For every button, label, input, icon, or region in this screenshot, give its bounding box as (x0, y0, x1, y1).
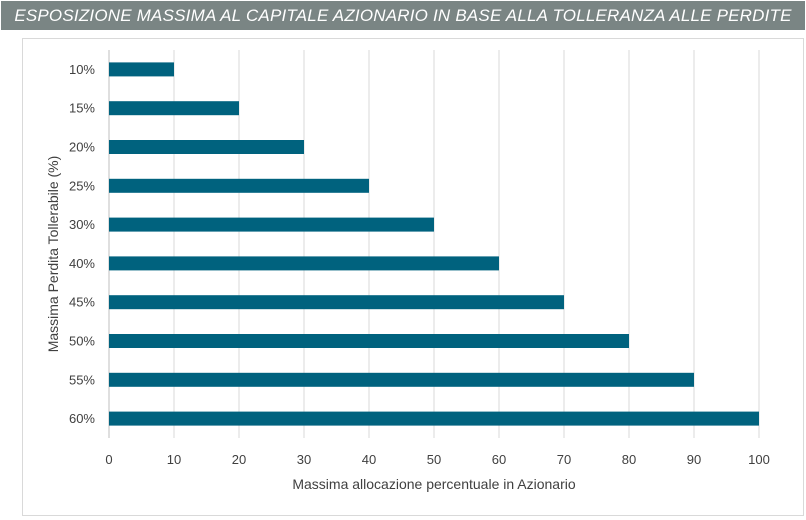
x-tick-label: 10 (167, 452, 181, 467)
x-tick-label: 100 (748, 452, 770, 467)
bar (109, 140, 304, 154)
y-tick-label: 10% (69, 62, 95, 77)
x-tick-label: 0 (105, 452, 112, 467)
bar (109, 372, 694, 387)
bar (109, 295, 564, 310)
y-tick-label: 55% (69, 372, 95, 387)
x-tick-label: 40 (362, 452, 376, 467)
chart-title: ESPOSIZIONE MASSIMA AL CAPITALE AZIONARI… (14, 5, 792, 25)
y-tick-label: 60% (69, 411, 95, 426)
x-tick-label: 30 (297, 452, 311, 467)
x-tick-label: 60 (492, 452, 506, 467)
y-tick-label: 45% (69, 295, 95, 310)
x-axis-title: Massima allocazione percentuale in Azion… (292, 476, 575, 492)
x-tick-label: 70 (557, 452, 571, 467)
x-tick-label: 90 (687, 452, 701, 467)
bar (109, 101, 239, 116)
bar (109, 178, 369, 193)
x-tick-label: 80 (622, 452, 636, 467)
y-tick-label: 20% (69, 140, 95, 155)
y-tick-label: 25% (69, 178, 95, 193)
y-tick-label: 30% (69, 217, 95, 232)
bar (109, 334, 629, 348)
y-tick-label: 40% (69, 256, 95, 271)
y-tick-label: 15% (69, 101, 95, 116)
bar (109, 62, 174, 77)
bar (109, 411, 759, 426)
y-axis-title: Massima Perdita Tollerabile (%) (45, 156, 61, 353)
y-tick-label: 50% (69, 334, 95, 349)
title-bar: ESPOSIZIONE MASSIMA AL CAPITALE AZIONARI… (1, 1, 805, 30)
chart-border (22, 38, 804, 516)
bar (109, 217, 434, 232)
x-tick-label: 50 (427, 452, 441, 467)
bar (109, 256, 499, 271)
x-tick-label: 20 (232, 452, 246, 467)
